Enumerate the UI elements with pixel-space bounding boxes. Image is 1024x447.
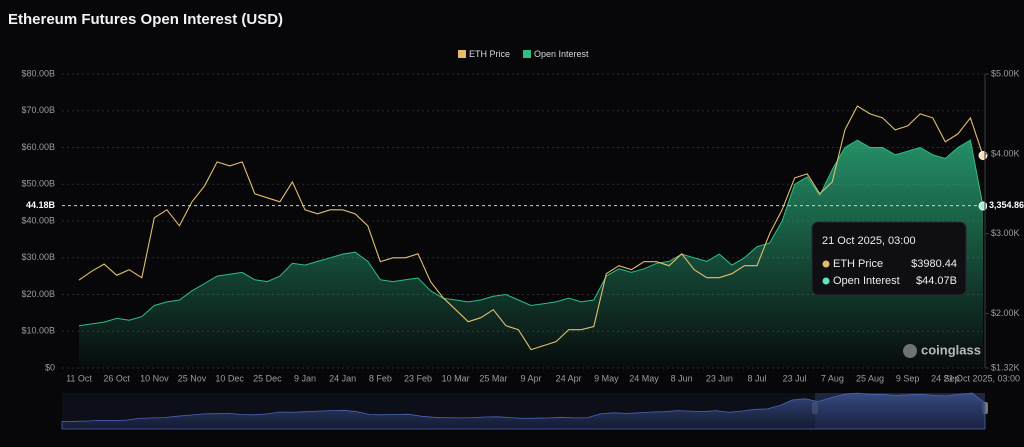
chart-title: Ethereum Futures Open Interest (USD) [8, 11, 283, 28]
crosshair-left-label: 44.18B [26, 200, 56, 210]
tooltip-oi-dot [822, 277, 830, 285]
x-tick-label: 25 Aug [856, 373, 884, 383]
y-tick-label: $70.00B [21, 105, 55, 115]
price-end-dot [978, 150, 988, 160]
x-tick-label: 24 Jan [329, 373, 356, 383]
x-tick-label: 23 Jun [706, 373, 733, 383]
tooltip-price-dot [822, 260, 830, 268]
tooltip-date: 21 Oct 2025, 03:00 [822, 235, 916, 247]
x-tick-label: 26 Oct [103, 373, 130, 383]
legend-label: ETH Price [469, 49, 510, 59]
y-tick-label: $60.00B [21, 142, 55, 152]
x-tick-label: 9 Apr [520, 373, 541, 383]
crosshair-right-label: 3,354.86 [989, 200, 1024, 210]
y2-tick-label: $1.32K [991, 362, 1020, 372]
y-tick-label: $20.00B [21, 289, 55, 299]
plot [62, 105, 988, 368]
x-tick-label: 23 Feb [404, 373, 432, 383]
legend: ETH Price Open Interest [458, 49, 589, 59]
x-tick-label: 9 May [594, 373, 619, 383]
x-tick-label: 7 Aug [821, 373, 844, 383]
tooltip-box [811, 221, 967, 296]
x-tick-label: 24 May [629, 373, 659, 383]
x-tick-label: 9 Sep [896, 373, 920, 383]
tooltip: 21 Oct 2025, 03:00 ETH Price $3980.44 Op… [811, 221, 967, 296]
x-tick-label: 8 Jul [747, 373, 766, 383]
navigator [61, 392, 988, 430]
tooltip-price: $3980.44 [911, 258, 957, 270]
x-tick-label: 11 Oct [66, 373, 92, 383]
legend-swatch [458, 50, 466, 58]
y2-tick-label: $3.00K [991, 228, 1020, 238]
y-tick-label: $50.00B [21, 179, 55, 189]
y-tick-label: $0 [45, 362, 55, 372]
watermark: coinglass [903, 342, 981, 358]
tooltip-oi-name: Open Interest [833, 275, 900, 287]
x-tick-label: 23 Jul [783, 373, 807, 383]
x-tick-label: 21 Oct 2025, 03:00 [943, 373, 1020, 383]
y2-tick-label: $2.00K [991, 308, 1020, 318]
x-tick-label: 25 Dec [253, 373, 282, 383]
legend-swatch [523, 50, 532, 58]
y-tick-label: $30.00B [21, 252, 55, 262]
navigator-area [61, 392, 986, 430]
crosshair-right-box [987, 199, 1024, 212]
y-tick-label: $10.00B [21, 326, 55, 336]
y-tick-label: $80.00B [21, 68, 55, 78]
axes: $0 $10.00B $20.00B $30.00B $40.00B $50.00B $60… [20, 68, 1024, 383]
oi-area [79, 140, 983, 368]
x-tick-label: 10 Mar [442, 373, 470, 383]
y2-tick-label: $4.00K [991, 148, 1020, 158]
x-tick-label: 10 Dec [215, 373, 244, 383]
tooltip-price-name: ETH Price [833, 258, 883, 270]
x-tick-label: 9 Jan [294, 373, 316, 383]
price-line [78, 105, 984, 351]
x-tick-label: 25 Nov [178, 373, 207, 383]
tooltip-oi: $44.07B [916, 275, 957, 287]
crosshair-left-box [20, 199, 60, 212]
x-tick-label: 24 Sep [931, 373, 960, 383]
watermark-icon [903, 344, 917, 358]
x-tick-label: 8 Feb [369, 373, 392, 383]
x-tick-label: 24 Apr [556, 373, 582, 383]
x-tick-label: 8 Jun [671, 373, 693, 383]
oi-line [78, 139, 984, 327]
x-tick-label: 25 Mar [479, 373, 507, 383]
legend-label: Open Interest [534, 49, 589, 59]
watermark-text: coinglass [921, 342, 981, 357]
x-tick-label: 10 Nov [140, 373, 169, 383]
y-tick-label: $40.00B [21, 215, 55, 225]
y2-tick-label: $5.00K [991, 68, 1020, 78]
